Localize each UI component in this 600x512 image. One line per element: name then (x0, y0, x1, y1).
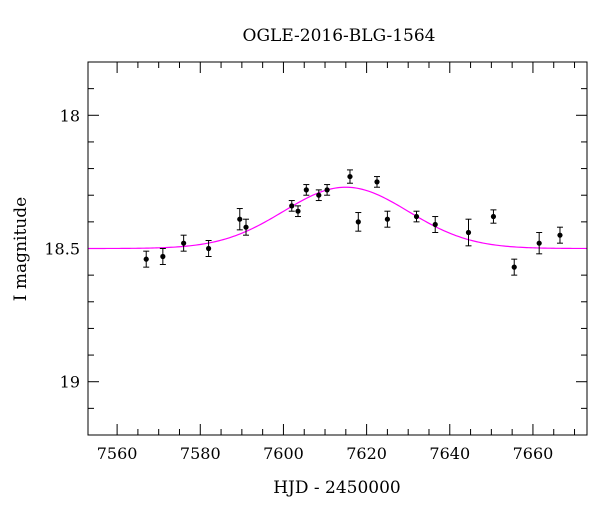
model-layer (88, 186, 588, 250)
x-tick-label: 7660 (513, 444, 554, 463)
data-point (511, 258, 518, 276)
data-point (180, 234, 187, 252)
point-marker (160, 253, 166, 260)
plot-frame (87, 61, 588, 436)
point-marker (289, 203, 295, 209)
point-marker (237, 216, 243, 222)
data-point (384, 210, 391, 228)
data-point (556, 226, 563, 244)
point-marker (557, 232, 563, 238)
x-axis-label: HJD - 2450000 (273, 478, 401, 498)
point-marker (413, 213, 420, 220)
data-point (315, 189, 322, 202)
point-marker (490, 213, 497, 220)
point-marker (295, 208, 301, 214)
point-marker (316, 192, 322, 198)
point-marker (303, 187, 309, 193)
point-marker (374, 179, 380, 185)
data-point (374, 176, 381, 188)
point-marker (243, 224, 249, 230)
y-tick-label: 19 (60, 373, 80, 392)
point-marker (536, 240, 542, 246)
data-point (159, 248, 166, 265)
data-point (355, 212, 362, 232)
data-point (303, 184, 310, 196)
data-point (465, 218, 472, 247)
y-tick-labels: 18 18.5 19 (44, 106, 80, 391)
chart-title: OGLE-2016-BLG-1564 (243, 26, 436, 46)
data-point (324, 184, 331, 196)
x-tick-label: 7560 (97, 444, 138, 463)
x-tick-label: 7580 (180, 444, 221, 463)
data-point (413, 210, 420, 223)
x-tick-label: 7600 (263, 444, 304, 463)
point-marker (181, 240, 187, 246)
data-point (143, 250, 150, 268)
data-point (432, 216, 439, 234)
point-marker (324, 187, 330, 193)
x-tick-label: 7620 (346, 444, 387, 463)
point-marker (465, 229, 472, 236)
points-layer (143, 169, 563, 276)
y-tick-label: 18 (60, 106, 80, 125)
point-marker (511, 264, 517, 270)
data-point (288, 200, 295, 212)
data-point (236, 208, 243, 231)
data-point (205, 240, 212, 257)
y-tick-label: 18.5 (44, 240, 80, 259)
point-marker (432, 221, 438, 228)
x-tick-label: 7640 (429, 444, 470, 463)
data-point (536, 232, 543, 255)
data-point (346, 169, 353, 184)
data-point (294, 205, 301, 218)
x-tick-labels: 7560 7580 7600 7620 7640 7660 (97, 444, 554, 463)
model-curve (88, 186, 588, 250)
point-marker (384, 216, 390, 222)
data-point (490, 209, 497, 224)
point-marker (347, 173, 353, 180)
point-marker (143, 256, 149, 262)
point-marker (205, 245, 212, 252)
point-marker (355, 219, 361, 225)
data-point (243, 218, 250, 236)
y-axis-label: I magnitude (11, 197, 31, 301)
